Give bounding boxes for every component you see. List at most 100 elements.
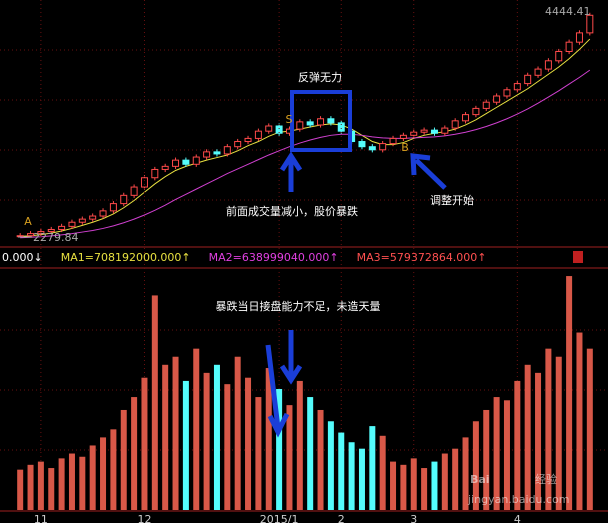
volume-bar xyxy=(586,348,593,510)
marker: A xyxy=(24,215,32,228)
volume-bar xyxy=(431,461,438,510)
candle-body xyxy=(337,122,345,132)
watermark-brand: Bai xyxy=(470,473,490,486)
x-tick-label: 12 xyxy=(137,513,151,523)
candle-body xyxy=(223,146,231,155)
candle-body xyxy=(513,83,521,91)
candle-body xyxy=(327,118,335,124)
annotation: 前面成交量减小，股价暴跌 xyxy=(226,204,358,218)
marker: B xyxy=(401,141,409,154)
legend-item: 0.000↓ xyxy=(2,251,43,264)
candle-body xyxy=(420,129,428,133)
candle-body xyxy=(265,125,273,132)
volume-bar xyxy=(307,397,314,510)
volume-bar xyxy=(410,458,417,510)
volume-bar xyxy=(224,384,231,510)
candle-body xyxy=(368,146,376,151)
candle-body xyxy=(58,225,66,230)
candle-body xyxy=(399,134,407,139)
x-tick-label: 3 xyxy=(410,513,417,523)
annotation: 反弹无力 xyxy=(298,70,342,84)
annotation: 暴跌当日接盘能力不足，未造天量 xyxy=(216,299,381,313)
volume-bar xyxy=(555,356,562,510)
volume-bar xyxy=(503,400,510,510)
marker: S xyxy=(286,113,293,126)
volume-bar xyxy=(462,437,469,510)
candle-body xyxy=(161,165,169,170)
candle-body xyxy=(544,60,552,70)
volume-bar xyxy=(141,377,148,510)
volume-bar xyxy=(245,377,252,510)
candle-body xyxy=(182,159,190,165)
arrow xyxy=(265,344,290,438)
candle-body xyxy=(151,168,159,179)
candle-body xyxy=(555,50,563,62)
volume-bar xyxy=(483,409,490,510)
ma-line xyxy=(20,69,591,239)
volume-bar xyxy=(255,397,262,510)
candle-body xyxy=(524,74,532,85)
volume-bar xyxy=(524,364,531,510)
volume-bar xyxy=(296,380,303,510)
volume-bar xyxy=(535,372,542,510)
candle-body xyxy=(213,151,221,155)
volume-bar xyxy=(317,409,324,510)
watermark: Bai 经验 jingyan.baidu.com xyxy=(467,472,570,506)
candle-body xyxy=(493,95,501,103)
volume-bar xyxy=(213,364,220,510)
x-tick-label: 4 xyxy=(514,513,521,523)
candle-body xyxy=(27,233,35,237)
candle-body xyxy=(379,143,387,151)
candle-body xyxy=(89,215,97,220)
annotation: 调整开始 xyxy=(430,193,474,207)
x-tick-label: 2 xyxy=(338,513,345,523)
ma-line xyxy=(20,38,591,237)
highlight-box xyxy=(290,90,352,152)
candle-body xyxy=(172,159,180,167)
candle-body xyxy=(120,194,128,205)
volume-bar xyxy=(27,464,34,510)
arrow xyxy=(279,151,303,192)
legend-item: MA2=638999040.000↑ xyxy=(209,251,339,264)
volume-bar xyxy=(100,437,107,510)
candle-body xyxy=(109,203,117,212)
arrow xyxy=(279,330,303,385)
candle-body xyxy=(503,89,511,97)
volume-bar xyxy=(120,409,127,510)
volume-bar xyxy=(441,453,448,510)
x-tick-label: 11 xyxy=(34,513,48,523)
volume-bar xyxy=(379,435,386,510)
volume-bar xyxy=(17,469,24,510)
close-button[interactable] xyxy=(573,251,583,263)
candle-body xyxy=(451,120,459,129)
candle-body xyxy=(68,221,76,227)
volume-bar xyxy=(68,453,75,510)
volume-bar xyxy=(576,332,583,510)
candle-body xyxy=(192,156,200,165)
candle-body xyxy=(482,101,490,109)
volume-bar xyxy=(545,348,552,510)
x-tick-label: 2015/1 xyxy=(260,513,299,523)
candle-body xyxy=(296,121,304,130)
volume-bar xyxy=(286,405,293,510)
volume-bar xyxy=(182,380,189,510)
volume-bar xyxy=(151,295,158,510)
candle-body xyxy=(441,127,449,134)
volume-bar xyxy=(131,397,138,510)
volume-bar xyxy=(37,461,44,510)
candle-body xyxy=(462,114,470,122)
arrow xyxy=(410,153,447,190)
plot: 11 12 2015/1 2 3 4 xyxy=(16,0,594,523)
volume-bar xyxy=(514,380,521,510)
candle-body xyxy=(317,118,325,126)
volume-bar xyxy=(48,468,55,510)
legend: 0.000↓ MA1=708192000.000↑ MA2=638999040.00… xyxy=(2,251,487,264)
volume-bar xyxy=(369,426,376,510)
volume-bar xyxy=(172,356,179,510)
watermark-url: jingyan.baidu.com xyxy=(467,493,570,506)
candle-body xyxy=(534,68,542,76)
volume-bar xyxy=(276,389,283,510)
volume-bar xyxy=(493,397,500,510)
